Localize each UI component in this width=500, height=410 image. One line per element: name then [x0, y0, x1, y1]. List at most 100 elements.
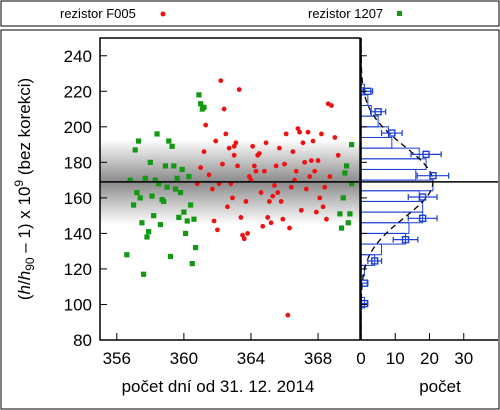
point-f005 [243, 199, 249, 204]
point-1207 [343, 163, 350, 169]
point-1207 [191, 216, 197, 222]
point-f005 [272, 183, 277, 188]
point-1207 [187, 202, 194, 208]
point-1207 [179, 166, 185, 173]
hist-bar [361, 126, 389, 138]
point-f005 [305, 129, 311, 135]
hist-marker [429, 171, 437, 180]
hist-marker [371, 257, 379, 265]
point-1207 [177, 189, 184, 196]
y-tick-label: 180 [64, 153, 92, 172]
point-f005 [198, 165, 204, 171]
point-1207 [201, 104, 207, 110]
point-f005 [220, 161, 225, 167]
hist-point [367, 257, 383, 265]
point-f005 [293, 168, 299, 174]
y-axis-title: (h/h90 – 1) x 109 (bez korekci) [12, 78, 37, 300]
point-f005 [253, 168, 259, 174]
y-tick-label: 120 [64, 260, 92, 279]
hist-bar [361, 105, 372, 117]
y-tick-label: 240 [64, 47, 92, 66]
point-f005 [218, 78, 224, 84]
point-f005 [209, 186, 215, 192]
point-1207 [169, 143, 175, 149]
point-f005 [213, 138, 219, 144]
histogram-plot: 0 10 20 30 počet [356, 38, 498, 396]
point-f005 [235, 163, 240, 169]
hist-bar [361, 296, 365, 309]
point-f005 [201, 149, 207, 155]
point-f005 [319, 131, 324, 137]
point-f005 [211, 218, 217, 224]
hist-point [416, 171, 450, 180]
point-1207 [156, 181, 162, 187]
point-f005 [236, 87, 242, 92]
point-f005 [278, 199, 284, 204]
point-f005 [283, 131, 289, 137]
point-f005 [313, 209, 319, 215]
point-f005 [280, 216, 286, 222]
point-1207 [176, 214, 182, 221]
point-f005 [250, 143, 256, 149]
hist-x-tick-label: 0 [356, 349, 365, 368]
point-1207 [198, 101, 204, 107]
point-1207 [151, 213, 157, 219]
main-plot: 80 100 120 140 160 180 200 220 240 356 360 364 368 p… [12, 37, 361, 396]
point-1207 [193, 245, 199, 251]
x-tick-label: 364 [237, 349, 265, 368]
point-1207 [130, 202, 137, 208]
point-f005 [329, 103, 334, 108]
point-f005 [268, 220, 274, 226]
point-1207 [132, 147, 138, 153]
point-f005 [275, 190, 281, 195]
y-tick-label: 220 [64, 82, 92, 101]
point-f005 [298, 207, 304, 213]
point-1207 [342, 170, 348, 176]
point-f005 [312, 168, 318, 174]
point-1207 [172, 186, 179, 192]
legend: rezistor F005 rezistor 1207 [0, 0, 500, 27]
point-f005 [317, 195, 323, 201]
hist-bar [361, 190, 420, 202]
point-1207 [135, 138, 142, 144]
point-1207 [349, 141, 355, 148]
point-f005 [324, 216, 329, 222]
point-f005 [265, 215, 271, 220]
point-1207 [152, 177, 158, 183]
x-tick-label: 356 [103, 349, 131, 368]
point-f005 [206, 172, 212, 178]
legend-marker-1207 [397, 11, 402, 16]
gaussian-fit [361, 38, 434, 340]
point-1207 [345, 220, 351, 226]
point-1207 [164, 184, 170, 190]
point-f005 [273, 163, 279, 169]
point-1207 [127, 177, 133, 183]
point-1207 [142, 175, 148, 181]
hist-bar [361, 243, 383, 256]
point-1207 [347, 211, 353, 217]
point-1207 [337, 211, 343, 217]
hist-bar [361, 136, 393, 149]
point-1207 [349, 181, 355, 187]
y-tick-label: 100 [64, 295, 92, 314]
point-f005 [277, 145, 282, 151]
hist-bar [361, 168, 417, 181]
point-1207 [144, 234, 150, 240]
point-f005 [256, 151, 262, 156]
point-f005 [290, 149, 296, 155]
point-f005 [215, 227, 220, 233]
point-f005 [297, 129, 303, 135]
point-1207 [162, 163, 169, 169]
point-f005 [203, 122, 209, 128]
point-1207 [137, 195, 143, 201]
point-1207 [340, 195, 346, 201]
point-f005 [223, 131, 229, 137]
point-f005 [310, 138, 316, 144]
hist-point [407, 214, 438, 223]
point-f005 [241, 236, 247, 242]
point-f005 [320, 204, 326, 210]
point-1207 [184, 218, 190, 224]
point-f005 [251, 163, 257, 169]
point-f005 [332, 135, 338, 140]
point-f005 [300, 140, 306, 146]
